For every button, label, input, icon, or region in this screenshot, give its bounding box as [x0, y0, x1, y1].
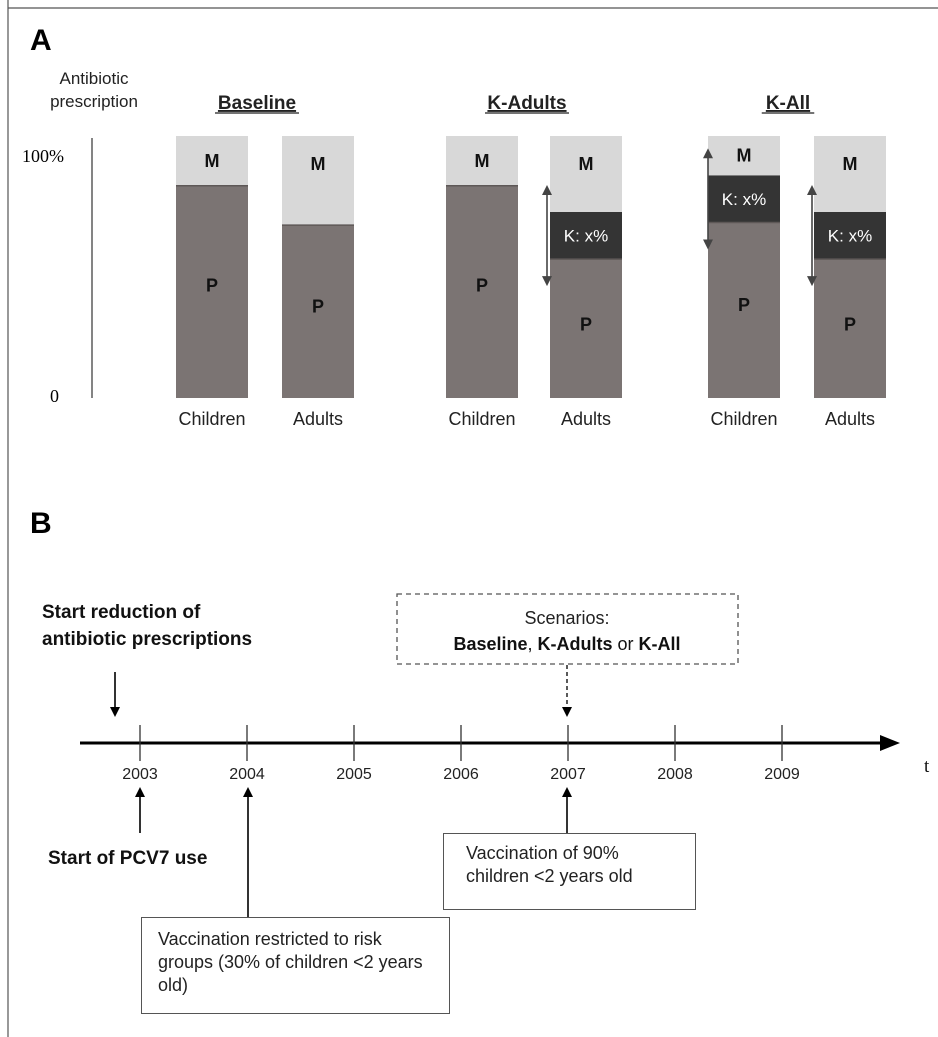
- bar-label-k-adults-adults-k: K: x%: [564, 227, 608, 246]
- year-label-2009: 2009: [764, 766, 800, 783]
- panel-b-label: B: [30, 507, 52, 540]
- panel-a-bars: Baseline P M Children P M Adults K-Adults P M Chil…: [176, 93, 886, 429]
- year-label-2007: 2007: [550, 766, 586, 783]
- start-pcv7-label: Start of PCV7 use: [48, 848, 207, 869]
- category-label-k-adults-children: Children: [448, 409, 515, 429]
- bar-label-baseline-adults-m: M: [311, 154, 326, 174]
- scenario-sep2: or: [613, 634, 639, 654]
- start-reduction-line1: Start reduction of: [42, 602, 201, 623]
- category-label-k-all-adults: Adults: [825, 409, 875, 429]
- category-label-baseline-children: Children: [178, 409, 245, 429]
- bar-segment-k-all-adults-p: [814, 259, 886, 398]
- bar-segment-baseline-adults-p: [282, 225, 354, 398]
- vacc-90-text: Vaccination of 90% children <2 years old: [466, 843, 633, 886]
- bar-segment-k-adults-adults-m: [550, 136, 622, 212]
- bar-label-k-all-adults-m: M: [843, 154, 858, 174]
- bar-label-k-adults-children-m: M: [475, 151, 490, 171]
- bar-segment-k-all-adults-k: [814, 211, 886, 260]
- bar-label-k-all-children-k: K: x%: [722, 190, 766, 209]
- bar-label-k-all-children-p: P: [738, 295, 750, 315]
- category-label-baseline-adults: Adults: [293, 409, 343, 429]
- category-label-k-all-children: Children: [710, 409, 777, 429]
- vacc-risk-text: Vaccination restricted to risk groups (3…: [158, 929, 423, 995]
- group-title-baseline: Baseline: [218, 93, 296, 114]
- bar-label-k-adults-children-p: P: [476, 276, 488, 296]
- scenarios-box: [396, 593, 739, 665]
- y-axis-label-line2: prescription: [50, 92, 138, 111]
- bar-segment-baseline-children-m: [176, 136, 248, 186]
- bar-segment-k-all-adults-m: [814, 136, 886, 212]
- y-tick-100: 100%: [22, 146, 64, 166]
- bar-label-baseline-children-p: P: [206, 276, 218, 296]
- scenario-baseline: Baseline: [453, 634, 527, 654]
- bar-label-k-all-adults-p: P: [844, 314, 856, 334]
- timeline-years: 2003 2004 2005 2006 2007 2008 2009: [122, 725, 800, 783]
- y-tick-0: 0: [50, 386, 59, 406]
- start-reduction-line2: antibiotic prescriptions: [42, 629, 252, 650]
- year-label-2005: 2005: [336, 766, 372, 783]
- scenarios-title: Scenarios:: [524, 608, 609, 628]
- bar-segment-baseline-children-p: [176, 185, 248, 398]
- bar-label-k-adults-adults-m: M: [579, 154, 594, 174]
- scenario-k-all: K-All: [639, 634, 681, 654]
- scenario-k-adults: K-Adults: [538, 634, 613, 654]
- scenarios-list: Baseline, K-Adults or K-All: [453, 634, 680, 654]
- y-axis-label-line1: Antibiotic: [60, 69, 129, 88]
- bar-segment-k-all-children-m: [708, 136, 780, 176]
- year-label-2008: 2008: [657, 766, 693, 783]
- bar-segment-k-adults-adults-p: [550, 259, 622, 398]
- year-label-2004: 2004: [229, 766, 265, 783]
- bar-label-k-adults-adults-p: P: [580, 314, 592, 334]
- bar-segment-baseline-adults-m: [282, 136, 354, 226]
- bar-label-baseline-children-m: M: [205, 151, 220, 171]
- group-title-k-adults: K-Adults: [487, 93, 566, 114]
- group-title-k-all: K-All: [766, 93, 810, 114]
- bar-label-k-all-children-m: M: [737, 146, 752, 166]
- category-label-k-adults-adults: Adults: [561, 409, 611, 429]
- timeline-t-label: t: [924, 756, 930, 777]
- bar-segment-k-adults-adults-k: [550, 211, 622, 260]
- bar-label-k-all-adults-k: K: x%: [828, 227, 872, 246]
- scenario-sep1: ,: [528, 634, 538, 654]
- timeline-arrowhead: [880, 735, 900, 751]
- panel-a-label: A: [30, 24, 52, 57]
- vacc-risk-box: Vaccination restricted to risk groups (3…: [141, 917, 450, 1014]
- bar-segment-k-adults-children-p: [446, 185, 518, 398]
- bar-segment-k-all-children-k: [708, 175, 780, 223]
- year-label-2006: 2006: [443, 766, 479, 783]
- bar-segment-k-all-children-p: [708, 222, 780, 398]
- vacc-90-box: Vaccination of 90% children <2 years old: [443, 833, 696, 910]
- bar-label-baseline-adults-p: P: [312, 296, 324, 316]
- year-label-2003: 2003: [122, 766, 158, 783]
- bar-segment-k-adults-children-m: [446, 136, 518, 186]
